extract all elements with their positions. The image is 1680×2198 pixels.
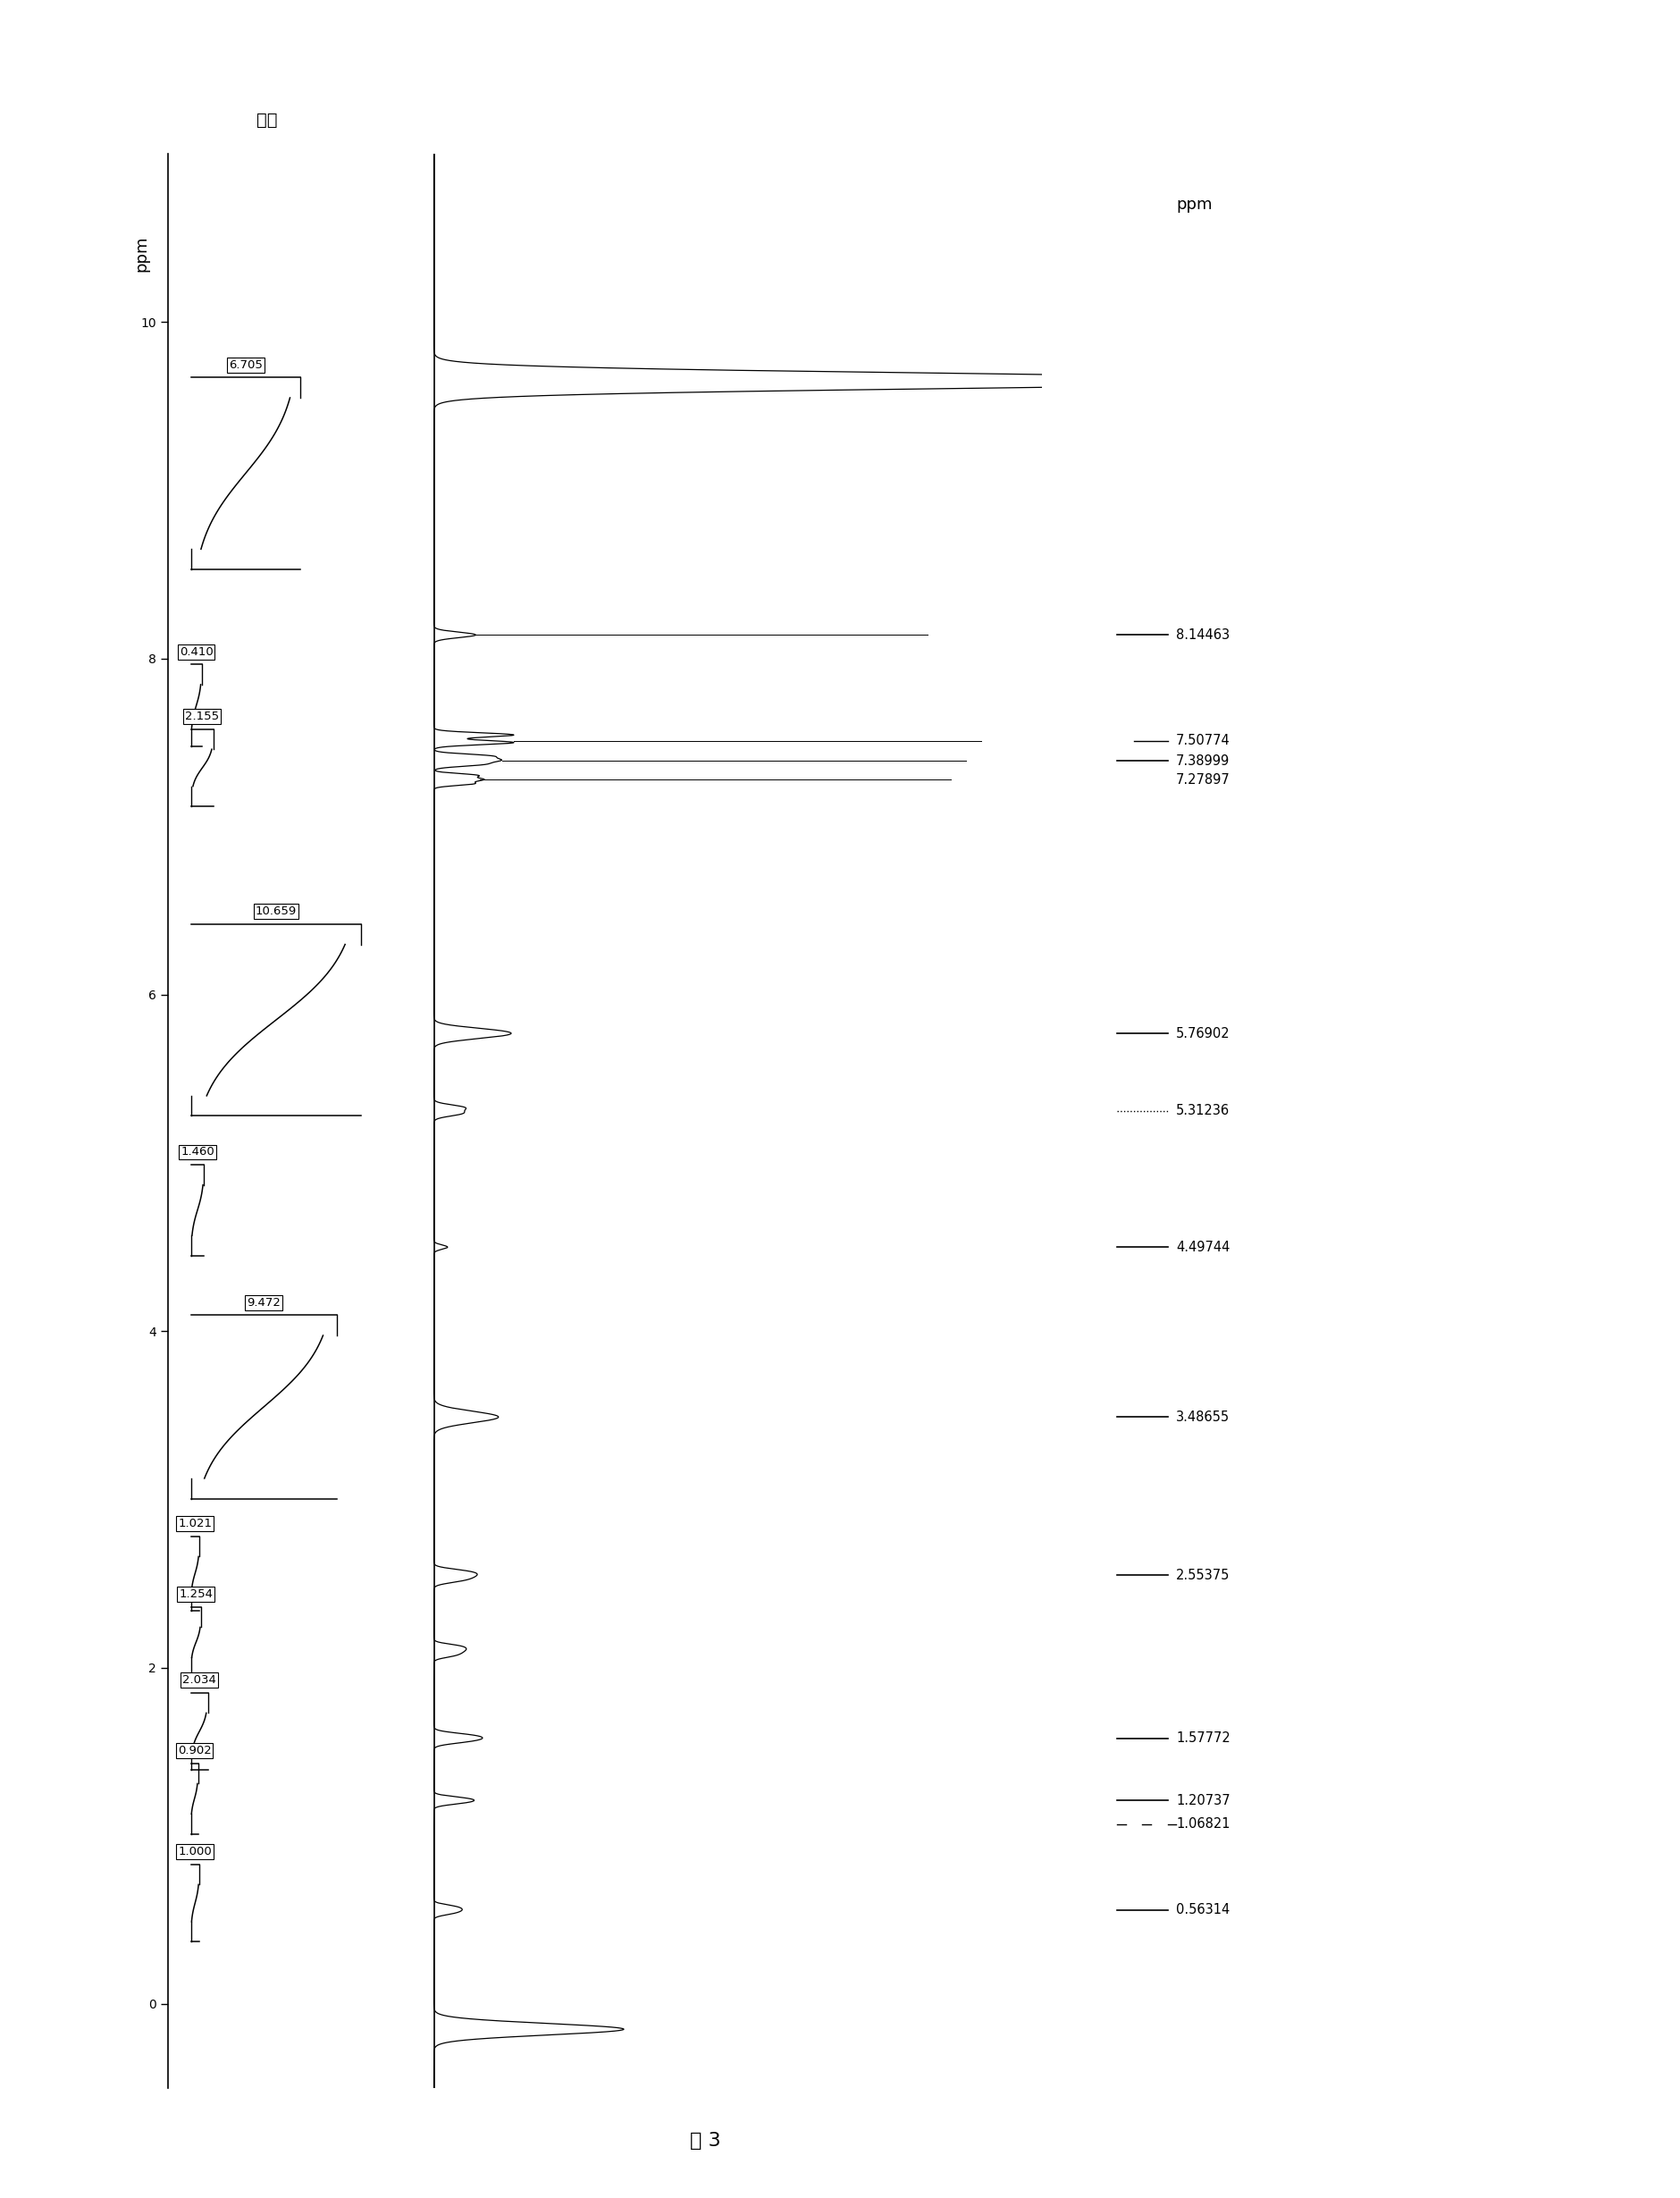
Text: 5.31236: 5.31236 <box>1176 1103 1230 1117</box>
Text: 图 3: 图 3 <box>690 2132 721 2150</box>
Text: 1.06821: 1.06821 <box>1176 1818 1230 1831</box>
Text: 0.410: 0.410 <box>180 646 213 657</box>
Text: 1.254: 1.254 <box>180 1589 213 1600</box>
Text: 2.55375: 2.55375 <box>1176 1569 1230 1583</box>
Text: 1.460: 1.460 <box>181 1147 215 1158</box>
Text: 1.021: 1.021 <box>178 1519 212 1530</box>
Text: 9.472: 9.472 <box>247 1297 281 1308</box>
Text: 积分: 积分 <box>257 112 277 130</box>
Text: 5.76902: 5.76902 <box>1176 1026 1230 1040</box>
Text: 7.38999: 7.38999 <box>1176 754 1230 767</box>
Text: 1.57772: 1.57772 <box>1176 1732 1230 1745</box>
Text: 10.659: 10.659 <box>255 906 297 917</box>
Text: 0.902: 0.902 <box>178 1745 212 1756</box>
Text: 4.49744: 4.49744 <box>1176 1240 1230 1253</box>
Text: 7.50774: 7.50774 <box>1176 734 1230 747</box>
Text: ppm: ppm <box>133 235 150 273</box>
Text: ppm: ppm <box>1176 196 1213 213</box>
Text: 1.000: 1.000 <box>178 1846 212 1857</box>
Text: 7.27897: 7.27897 <box>1176 774 1230 787</box>
Text: 1.20737: 1.20737 <box>1176 1794 1230 1807</box>
Text: 0.56314: 0.56314 <box>1176 1903 1230 1917</box>
Text: 2.155: 2.155 <box>185 710 220 723</box>
Text: 8.14463: 8.14463 <box>1176 629 1230 642</box>
Text: 2.034: 2.034 <box>183 1675 217 1686</box>
Text: 3.48655: 3.48655 <box>1176 1411 1230 1424</box>
Text: 6.705: 6.705 <box>228 358 262 371</box>
